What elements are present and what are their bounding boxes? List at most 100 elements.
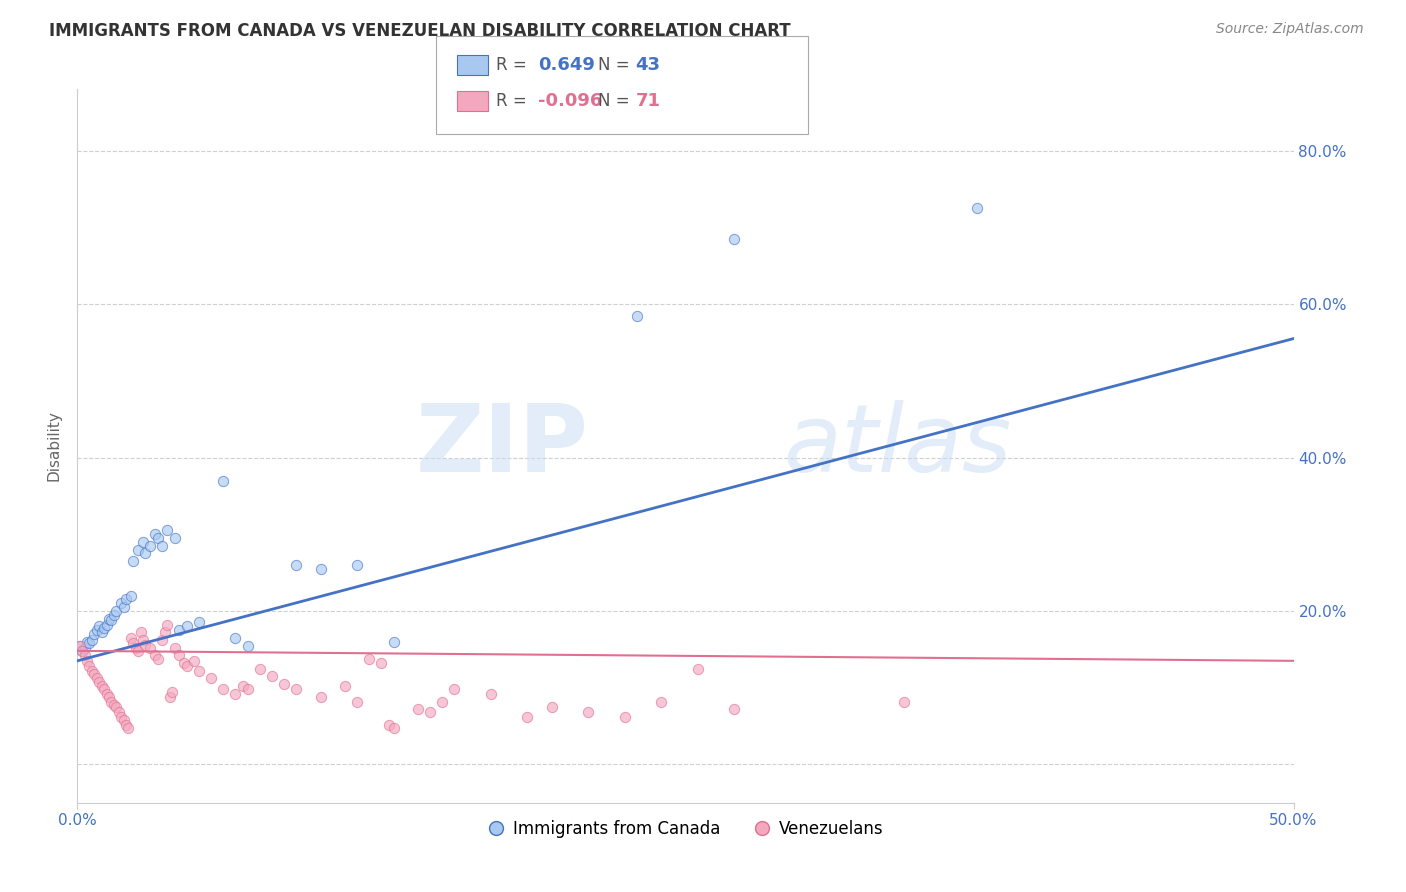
Point (132, 633, 155, 648)
Point (613, 710, 636, 724)
Point (152, 633, 174, 648)
Point (176, 619, 198, 633)
Point (110, 710, 132, 724)
Text: atlas: atlas (783, 401, 1011, 491)
Point (650, 694, 672, 708)
Point (188, 664, 211, 678)
Text: 71: 71 (636, 92, 661, 110)
Point (125, 640, 148, 655)
Point (893, 694, 915, 708)
Point (723, 702, 745, 716)
Point (80, 633, 103, 648)
Point (93, 621, 115, 635)
Point (134, 638, 156, 652)
Point (153, 625, 176, 640)
Point (419, 705, 441, 719)
Point (100, 694, 122, 708)
Text: 43: 43 (636, 56, 661, 74)
Point (723, 232, 745, 246)
Point (122, 636, 145, 650)
Point (333, 679, 356, 693)
Point (143, 648, 166, 663)
Point (236, 639, 259, 653)
Text: IMMIGRANTS FROM CANADA VS VENEZUELAN DISABILITY CORRELATION CHART: IMMIGRANTS FROM CANADA VS VENEZUELAN DIS… (49, 22, 790, 40)
Point (79, 636, 101, 650)
Point (173, 656, 195, 670)
Point (132, 535, 155, 549)
Point (224, 687, 246, 701)
Point (79, 659, 101, 673)
Point (309, 690, 332, 704)
Point (260, 669, 283, 683)
Y-axis label: Disability: Disability (46, 410, 62, 482)
Point (430, 694, 453, 708)
Point (105, 699, 128, 714)
Point (103, 698, 125, 712)
Point (188, 615, 211, 630)
Point (139, 539, 162, 553)
Legend: Immigrants from Canada, Venezuelans: Immigrants from Canada, Venezuelans (481, 814, 890, 845)
Point (163, 640, 186, 655)
Point (122, 554, 145, 568)
Point (69, 639, 91, 653)
Point (90, 679, 112, 693)
Point (232, 679, 254, 693)
Point (406, 702, 429, 716)
Point (86, 672, 108, 686)
Point (73, 640, 96, 655)
Point (93, 682, 115, 697)
Point (129, 625, 152, 640)
Point (200, 672, 222, 686)
Point (120, 631, 142, 645)
Point (516, 710, 538, 724)
Point (107, 705, 129, 719)
Point (686, 661, 709, 675)
Point (479, 687, 502, 701)
Point (309, 562, 332, 576)
Point (183, 654, 205, 668)
Point (576, 705, 599, 719)
Point (80, 664, 103, 678)
Point (212, 474, 235, 488)
Point (359, 651, 381, 665)
Point (83, 666, 105, 681)
Point (146, 531, 169, 545)
Text: 0.649: 0.649 (538, 56, 595, 74)
Point (105, 604, 128, 618)
Point (115, 592, 138, 607)
Point (346, 694, 368, 708)
Text: N =: N = (598, 56, 634, 74)
Point (169, 648, 191, 663)
Point (382, 721, 405, 735)
Point (86, 623, 108, 637)
Point (224, 631, 246, 645)
Point (127, 644, 149, 658)
Point (285, 558, 308, 572)
Point (127, 542, 149, 557)
Point (212, 682, 235, 697)
Point (96, 617, 118, 632)
Point (346, 558, 368, 572)
Point (152, 539, 174, 553)
Point (117, 721, 139, 735)
Point (120, 589, 142, 603)
Point (89, 674, 111, 689)
Point (69, 639, 91, 653)
Point (160, 684, 183, 698)
Point (96, 687, 118, 701)
Point (163, 531, 186, 545)
Point (236, 682, 259, 697)
Point (115, 717, 138, 731)
Point (382, 634, 405, 648)
Point (70, 644, 93, 658)
Point (370, 656, 392, 670)
Point (83, 627, 105, 641)
Point (159, 690, 181, 704)
Point (146, 651, 169, 665)
Point (76, 634, 98, 648)
Text: Source: ZipAtlas.com: Source: ZipAtlas.com (1216, 22, 1364, 37)
Point (112, 713, 135, 727)
Point (100, 613, 122, 627)
Text: N =: N = (598, 92, 634, 110)
Point (143, 527, 166, 541)
